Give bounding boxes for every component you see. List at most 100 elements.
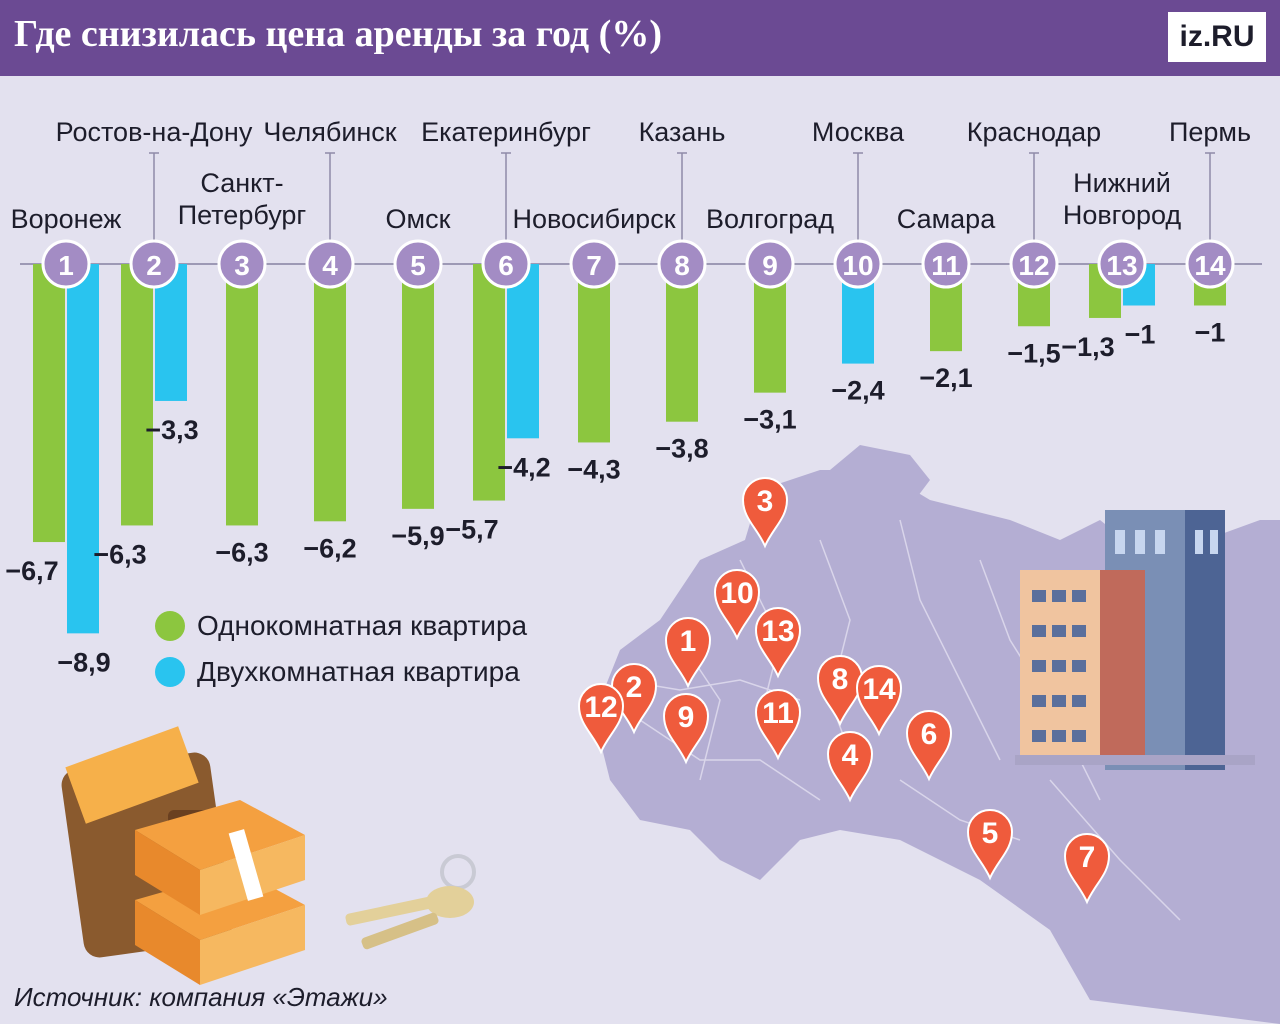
map-marker-number: 1 <box>680 625 697 658</box>
value-label-one-room: −3,1 <box>743 405 796 435</box>
map-marker-number: 8 <box>832 663 849 696</box>
value-label-two-room: −1 <box>1125 320 1156 350</box>
bar-one-room <box>578 264 610 443</box>
bar-one-room <box>666 264 698 422</box>
category-label: Санкт- <box>200 168 283 198</box>
map-markers: 3 10 1 13 2 12 9 11 8 144 6 5 7 <box>577 477 1111 905</box>
number-badge <box>129 239 179 289</box>
map-marker <box>826 731 874 803</box>
number-badge <box>393 239 443 289</box>
map-marker-number: 9 <box>678 701 695 734</box>
value-label-two-room: −2,4 <box>831 376 884 406</box>
legend-swatch-one-room <box>155 611 185 641</box>
legend-label-two-room: Двухкомнатная квартира <box>197 656 520 687</box>
badge-number: 7 <box>586 250 602 281</box>
badge-number: 8 <box>674 250 690 281</box>
number-badge <box>833 239 883 289</box>
number-badges: 1 2 3 4 5 6 7 8 9 10 11 12 13 14 <box>41 239 1235 289</box>
map-marker-number: 10 <box>720 577 753 610</box>
legend-label-one-room: Однокомнатная квартира <box>197 610 528 641</box>
map-marker-number: 6 <box>921 718 938 751</box>
map-marker <box>855 665 903 737</box>
value-label-one-room: −2,1 <box>919 363 972 393</box>
bar-one-room <box>226 264 258 526</box>
category-label: Казань <box>639 117 726 147</box>
number-badge <box>921 239 971 289</box>
bars <box>33 264 1226 634</box>
badge-number: 6 <box>498 250 514 281</box>
map-landmass-north <box>830 445 930 500</box>
map-marker <box>905 710 953 782</box>
category-label: Самара <box>897 204 996 234</box>
value-label-one-room: −3,8 <box>655 434 708 464</box>
bar-two-room <box>67 264 99 634</box>
map-marker-number: 3 <box>757 485 774 518</box>
number-badge <box>1097 239 1147 289</box>
bar-one-room <box>473 264 505 501</box>
category-label: Новгород <box>1063 200 1182 230</box>
category-label: Пермь <box>1169 117 1251 147</box>
number-badge <box>217 239 267 289</box>
category-label: Воронеж <box>11 204 122 234</box>
badge-number: 13 <box>1106 250 1137 281</box>
value-label-one-room: −6,7 <box>5 556 58 586</box>
money-icon <box>135 800 305 985</box>
map-marker <box>577 683 625 755</box>
map-marker-number: 11 <box>762 697 794 730</box>
building-icon <box>1015 510 1255 770</box>
badge-number: 12 <box>1018 250 1049 281</box>
bar-one-room <box>33 264 65 543</box>
badge-number: 14 <box>1194 250 1226 281</box>
badge-number: 1 <box>58 250 74 281</box>
map-marker-number: 4 <box>842 739 859 772</box>
badge-number: 4 <box>322 250 338 281</box>
category-label: Нижний <box>1073 168 1171 198</box>
category-label: Екатеринбург <box>421 117 591 147</box>
map-marker-number: 2 <box>626 671 643 704</box>
value-label-two-room: −8,9 <box>57 647 110 677</box>
number-badge <box>481 239 531 289</box>
number-badge <box>1185 239 1235 289</box>
category-label: Челябинск <box>263 117 396 147</box>
iz-logo: iz .RU <box>1168 12 1266 62</box>
value-labels: −6,7 −8,9 −6,3 −3,3 −6,3 −6,2 −5,9 −5,7 −4,2 −4,3… <box>5 318 1225 678</box>
header-bar: Где снизилась цена аренды за год (%) iz.… <box>0 0 1280 76</box>
number-badge <box>745 239 795 289</box>
map-marker-number: 13 <box>761 615 794 648</box>
map-marker <box>713 569 761 641</box>
map-marker <box>662 693 710 765</box>
category-label: Краснодар <box>967 117 1101 147</box>
value-label-two-room: −3,3 <box>145 415 198 445</box>
category-label: Москва <box>812 117 905 147</box>
logo-suffix: .RU <box>1202 20 1255 53</box>
value-label-one-room: −5,7 <box>445 515 498 545</box>
category-label: Ростов-на-Дону <box>56 117 253 147</box>
logo-text: iz <box>1179 20 1203 53</box>
map-marker-number: 14 <box>862 673 896 706</box>
number-badge <box>41 239 91 289</box>
bar-one-room <box>402 264 434 509</box>
legend-item-two-room: Двухкомнатная квартира <box>155 649 527 695</box>
legend: Однокомнатная квартира Двухкомнатная ква… <box>155 603 527 695</box>
page-title: Где снизилась цена аренды за год (%) <box>14 13 662 55</box>
legend-swatch-two-room <box>155 657 185 687</box>
value-label-one-room: −1,5 <box>1007 338 1060 368</box>
legend-item-one-room: Однокомнатная квартира <box>155 603 527 649</box>
source-note: Источник: компания «Этажи» <box>14 982 388 1012</box>
category-label: Омск <box>386 204 451 234</box>
badge-number: 3 <box>234 250 250 281</box>
map-marker-number: 12 <box>584 691 617 724</box>
map-marker <box>1063 833 1111 905</box>
value-label-one-room: −1 <box>1195 318 1226 348</box>
map-marker <box>754 689 802 761</box>
map-marker-number: 5 <box>982 817 999 850</box>
map-marker <box>754 607 802 679</box>
keys-icon <box>345 854 476 950</box>
number-badge <box>305 239 355 289</box>
badge-number: 5 <box>410 250 426 281</box>
value-label-one-room: −6,3 <box>93 539 146 569</box>
number-badge <box>657 239 707 289</box>
value-label-one-room: −6,3 <box>215 537 268 567</box>
badge-number: 9 <box>762 250 778 281</box>
